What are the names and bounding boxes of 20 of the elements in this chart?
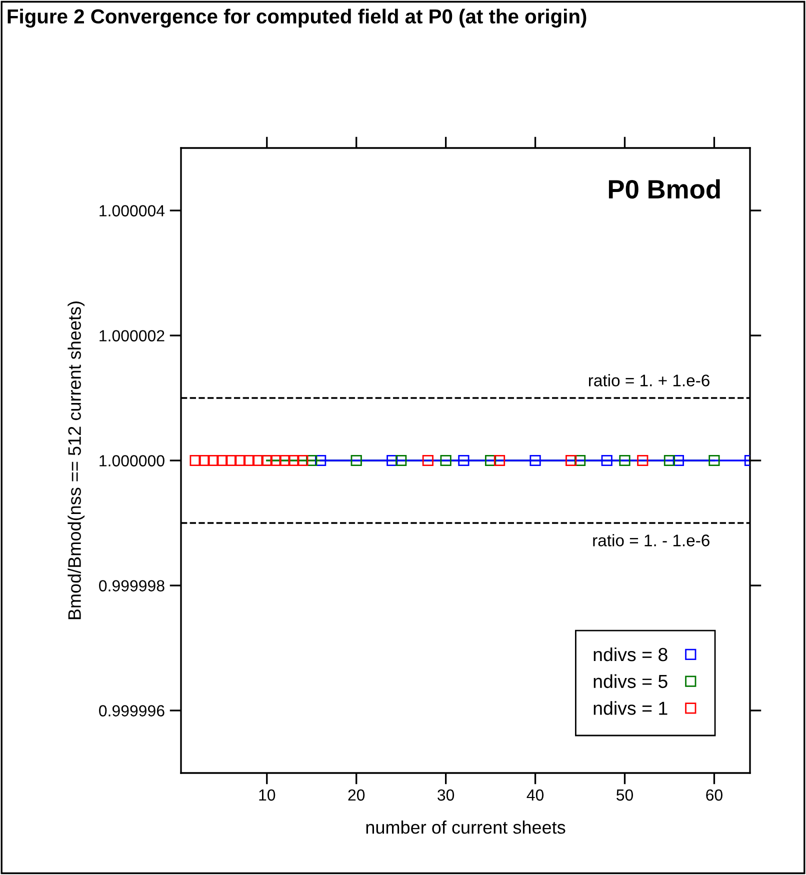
x-tick-label: 60: [706, 789, 722, 801]
ref-line-label: ratio = 1. - 1.e-6: [593, 534, 710, 546]
y-tick-label: 1.000002: [100, 330, 164, 342]
y-axis-title: Bmod/Bmod(nss == 512 current sheets): [68, 302, 85, 620]
chart-title: Figure 2 Convergence for computed field at P0 (at the origin): [8, 8, 586, 28]
x-tick-label: 50: [616, 789, 634, 801]
legend-label: ndivs = 5: [594, 674, 668, 688]
legend-label: ndivs = 8: [594, 647, 668, 662]
x-tick-label: 10: [259, 789, 276, 801]
x-tick-label: 30: [438, 789, 454, 801]
y-tick-label: 0.999996: [99, 705, 164, 716]
y-tick-label: 1.000000: [100, 455, 164, 466]
x-tick-label: 40: [526, 789, 544, 801]
x-tick-label: 20: [348, 789, 365, 801]
annotation: P0 Bmod: [608, 179, 720, 199]
y-tick-label: 1.000004: [100, 205, 165, 216]
legend-label: ndivs = 1: [594, 701, 668, 715]
x-axis-title: number of current sheets: [366, 820, 566, 834]
ref-line-label: ratio = 1. + 1.e-6: [588, 374, 710, 386]
y-tick-label: 0.999998: [99, 580, 164, 592]
